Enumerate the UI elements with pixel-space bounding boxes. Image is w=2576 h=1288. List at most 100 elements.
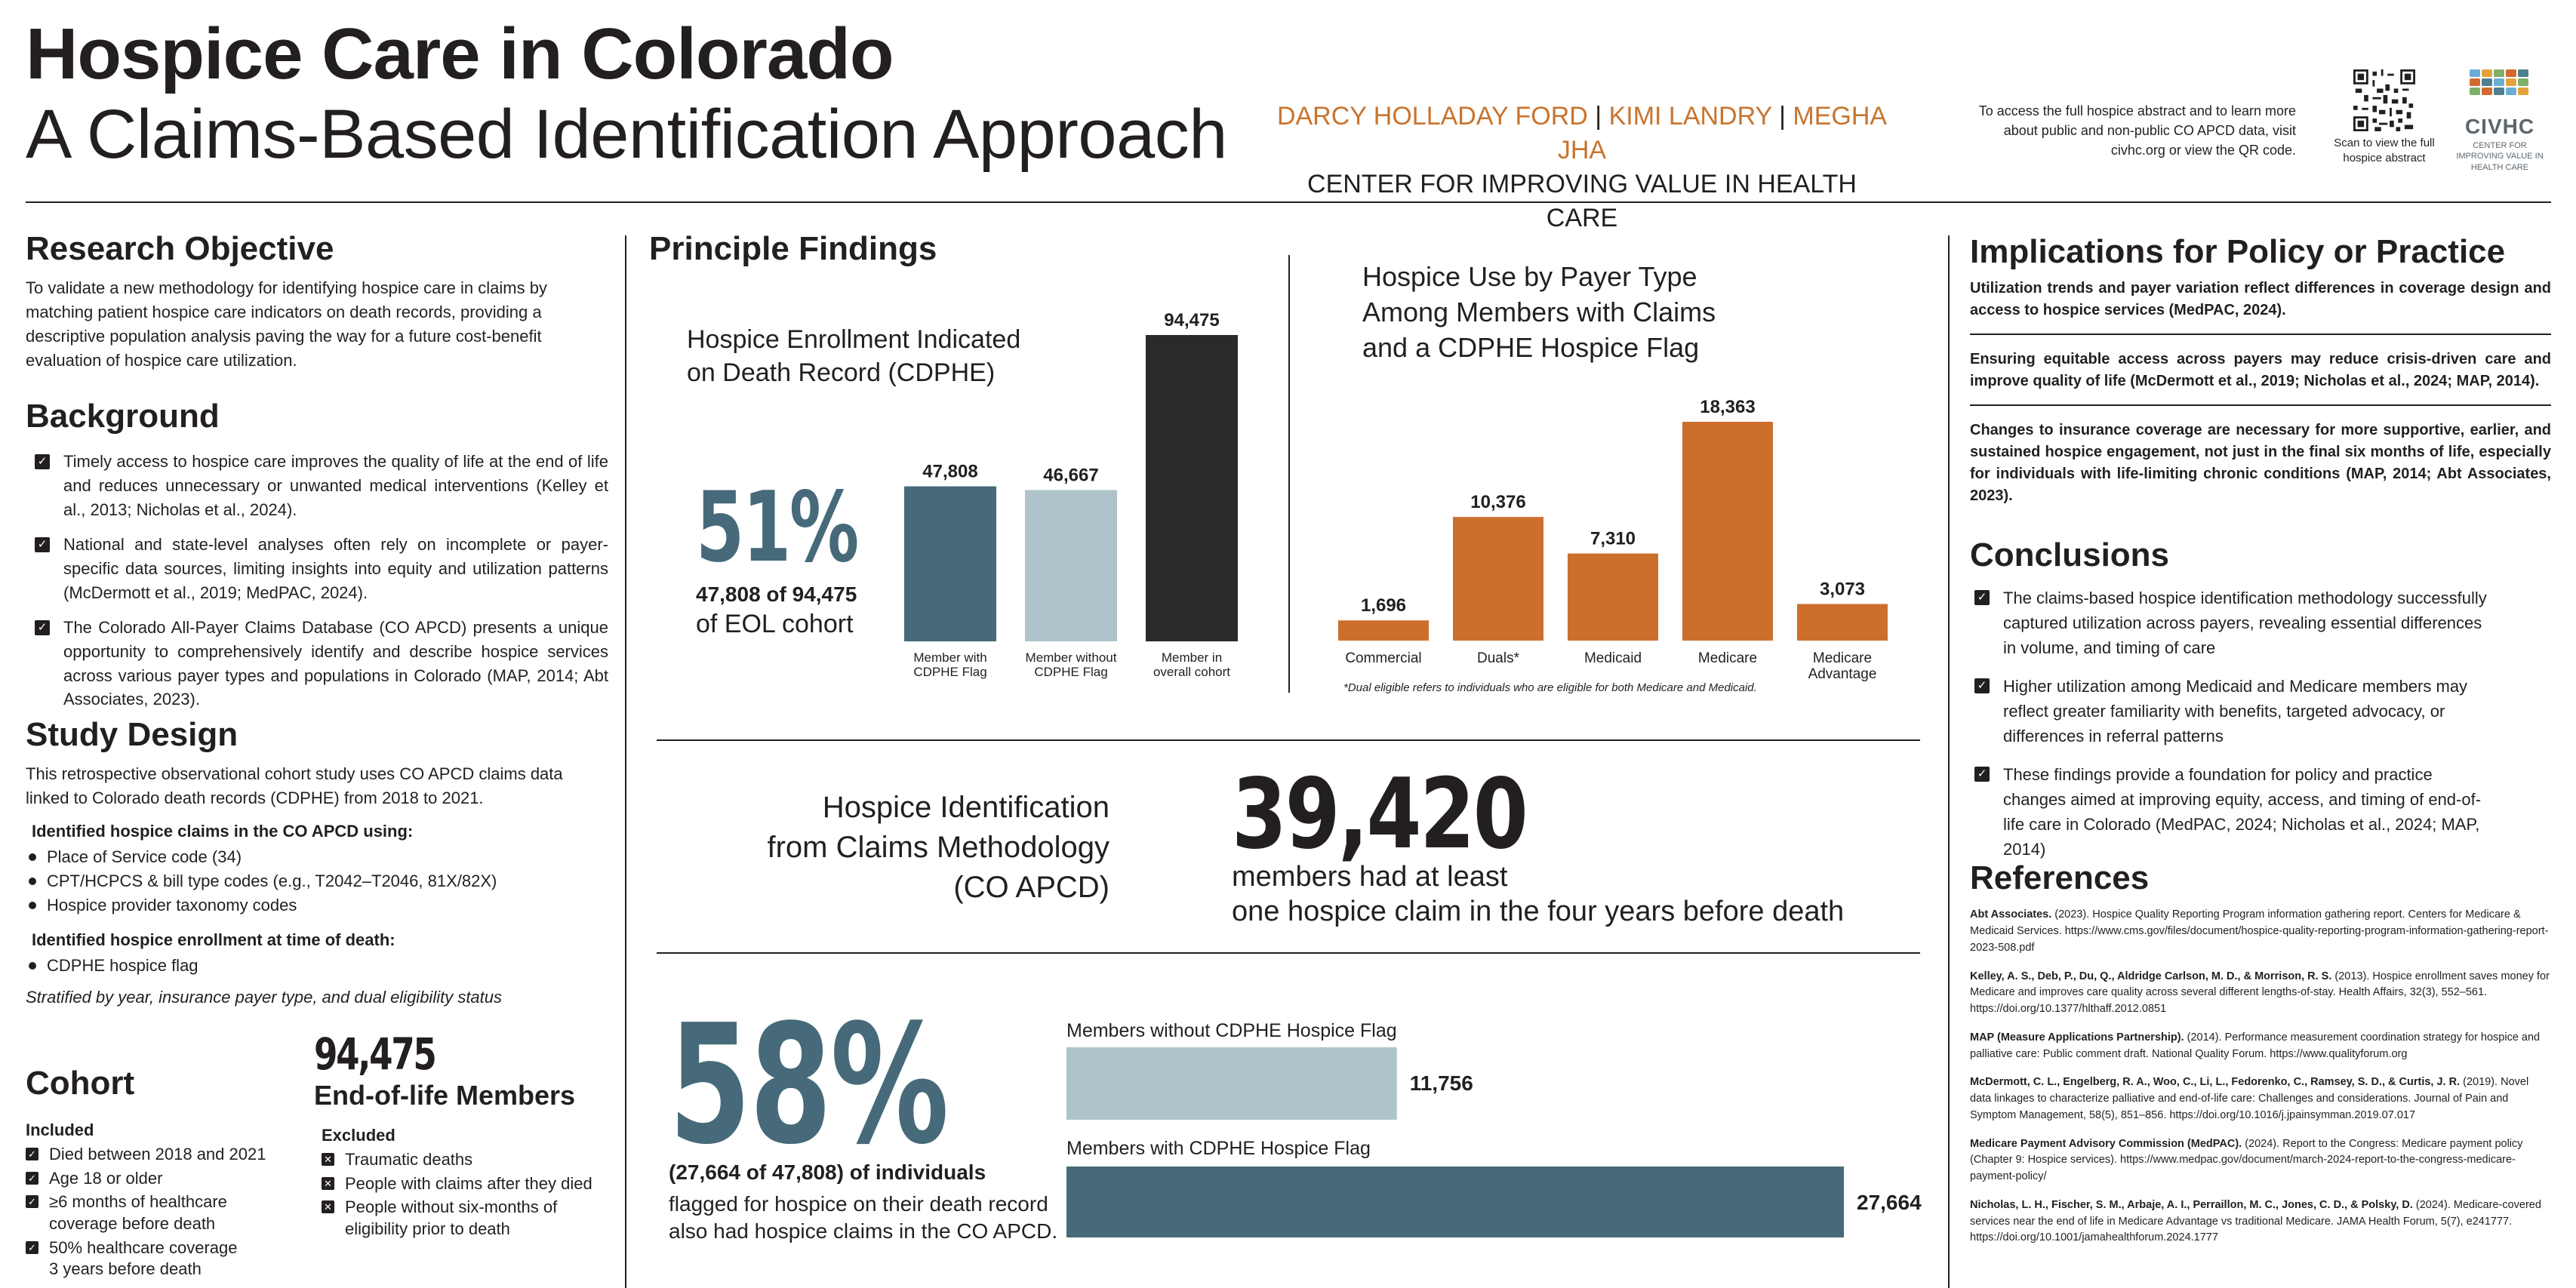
checkbox-icon: ✓ [1974, 767, 1990, 782]
column-divider-right [1948, 235, 1950, 1288]
list-item: ✕ People without six-months of eligibilit… [322, 1197, 563, 1240]
chart-value-label: 27,664 [1857, 1191, 1922, 1214]
chart-category-label: Advantage [1808, 666, 1877, 682]
checkbox-icon: ✓ [35, 454, 50, 470]
list-item: ✓ Died between 2018 and 2021 [26, 1144, 297, 1166]
checkbox-icon: ✓ [1974, 678, 1990, 694]
reference-item: Nicholas, L. H., Fischer, S. M., Arbaje,… [1970, 1198, 2541, 1244]
bullet-icon [29, 877, 36, 885]
logo-tagline: CENTER FOR IMPROVING VALUE IN HEALTH CAR… [2456, 141, 2544, 172]
chart-category-label: Duals* [1477, 650, 1520, 666]
list-item: CDPHE hospice flag [26, 954, 608, 978]
checkbox-icon: ✓ [26, 1240, 38, 1254]
chart-category-label: CDPHE Flag [913, 665, 986, 679]
chart-category-label: Members with CDPHE Hospice Flag [1066, 1138, 1371, 1159]
author-names: DARCY HOLLADAY FORD | KIMI LANDRY | MEGH… [1272, 100, 1892, 168]
chart-value-label: 18,363 [1700, 397, 1755, 417]
list-item: ✓ Age 18 or older [26, 1168, 297, 1190]
chart-value-label: 47,808 [922, 462, 977, 482]
match-sub: flagged for hospice on their death recor… [669, 1192, 1058, 1243]
cohort-total-label: End-of-life Members [314, 1080, 576, 1111]
checkbox-icon: ✓ [35, 537, 50, 553]
implications-section: Implications for Policy or Practice Util… [1970, 233, 2551, 507]
references-section: References Abt Associates. (2023). Hospi… [1970, 859, 2551, 1259]
list-item: ✕ People with claims after they died [322, 1173, 616, 1195]
section-heading: Research Objective [26, 230, 334, 267]
logo-name: CIVHC [2464, 115, 2535, 138]
section-heading: Cohort [26, 1065, 135, 1102]
stratified-note: Stratified by year, insurance payer type… [26, 987, 503, 1007]
checkbox-icon: ✓ [26, 1171, 38, 1185]
claims-heading: Identified hospice claims in the CO APCD… [32, 822, 414, 841]
study-design-section: Study Design This retrospective observat… [26, 716, 608, 1009]
findings-divider-1 [657, 739, 1920, 741]
enrollment-chart-title: Hospice Enrollment Indicated on Death Re… [687, 325, 1021, 388]
cohort-section: Cohort Included ✓ Died between 2018 and 2… [26, 1065, 297, 1280]
implication-item: Ensuring equitable access across payers … [1970, 349, 2551, 407]
enrollment-heading: Identified hospice enrollment at time of… [32, 930, 395, 949]
references-list: Abt Associates. (2023). Hospice Quality … [1970, 907, 2551, 1247]
match-percent: 58% [669, 990, 949, 1181]
payer-footnote: *Dual eligible refers to individuals who… [1343, 681, 1757, 694]
claims-list: Place of Service code (34) CPT/HCPCS & b… [26, 845, 608, 918]
method-text: members had at least one hospice claim i… [1232, 861, 1845, 927]
author-name: KIMI LANDRY [1608, 102, 1772, 131]
findings-divider-2 [657, 952, 1920, 954]
chart-value-label: 11,756 [1410, 1071, 1473, 1095]
research-objective-section: Research Objective To validate a new met… [26, 230, 608, 373]
poster-subtitle: A Claims-Based Identification Approach [26, 96, 1227, 173]
enrollment-percent-sub: 47,808 of 94,475 [696, 583, 857, 606]
chart-bar [1568, 553, 1658, 641]
reference-item: Kelley, A. S., Deb, P., Du, Q., Aldridge… [1970, 970, 2550, 1016]
checkbox-icon: ✓ [35, 619, 50, 635]
list-item: ✓ Timely access to hospice care improves… [26, 450, 608, 522]
civhc-logo-icon [2470, 69, 2528, 95]
qr-code-icon[interactable] [2353, 69, 2415, 131]
section-heading: Principle Findings [649, 230, 937, 267]
chart-category-label: Medicare [1813, 650, 1872, 666]
chart-category-label: Medicare [1698, 650, 1757, 666]
chart-bar [1025, 490, 1117, 641]
chart-bar [1146, 335, 1238, 641]
chart-category-label: overall cohort [1153, 665, 1230, 679]
list-item: ✓ 50% healthcare coverage 3 years before … [26, 1237, 245, 1280]
list-item: ✕ Traumatic deaths [322, 1149, 616, 1171]
header-divider [26, 201, 2551, 203]
enrollment-percent-sub2: of EOL cohort [696, 610, 854, 638]
background-list: ✓ Timely access to hospice care improves… [26, 450, 608, 712]
conclusions-list: ✓ The claims-based hospice identification… [1970, 586, 2498, 862]
x-box-icon: ✕ [322, 1176, 334, 1190]
chart-value-label: 10,376 [1470, 492, 1525, 512]
reference-item: Abt Associates. (2023). Hospice Quality … [1970, 908, 2549, 954]
section-heading: Conclusions [1970, 536, 2170, 573]
poster-title: Hospice Care in Colorado [26, 14, 894, 94]
implication-item: Utilization trends and payer variation r… [1970, 278, 2551, 336]
list-item: ✓ National and state-level analyses ofte… [26, 533, 608, 605]
bullet-icon [29, 961, 36, 970]
findings-divider [1288, 255, 1290, 693]
chart-bar [1453, 517, 1543, 641]
x-box-icon: ✕ [322, 1153, 334, 1167]
chart-bar [1066, 1047, 1397, 1120]
list-item: ✓ The claims-based hospice identification… [1970, 586, 2498, 660]
access-note: To access the full hospice abstract and … [1978, 103, 2296, 158]
checkbox-icon: ✓ [1974, 590, 1990, 606]
x-box-icon: ✕ [322, 1200, 334, 1214]
match-hbar-chart: Members without CDPHE Hospice Flag 11,756… [1066, 1020, 1922, 1237]
author-name: DARCY HOLLADAY FORD [1276, 102, 1588, 131]
conclusions-section: Conclusions ✓ The claims-based hospice id… [1970, 536, 2498, 862]
list-item: ✓ Higher utilization among Medicaid and M… [1970, 674, 2498, 749]
excluded-heading: Excluded [322, 1126, 395, 1145]
list-item: Hospice provider taxonomy codes [26, 893, 608, 918]
enrollment-percent: 51% [696, 472, 859, 584]
list-item: ✓ The Colorado All-Payer Claims Database… [26, 616, 608, 712]
reference-item: MAP (Measure Applications Partnership). … [1970, 1031, 2541, 1060]
section-heading: Study Design [26, 716, 239, 753]
qr-caption: Scan to view the full hospice abstract [2334, 137, 2435, 165]
authors-block: DARCY HOLLADAY FORD | KIMI LANDRY | MEGH… [1272, 100, 1892, 235]
chart-category-label: Member in [1162, 650, 1222, 665]
study-intro: This retrospective observational cohort … [26, 764, 563, 808]
author-name: MEGHA JHA [1557, 102, 1888, 164]
chart-category-label: Member with [913, 650, 986, 665]
method-title: Hospice Identification from Claims Metho… [767, 791, 1110, 904]
